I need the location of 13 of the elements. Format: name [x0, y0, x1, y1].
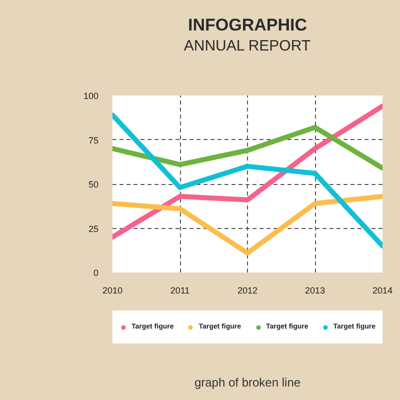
- chart-subtitle: ANNUAL REPORT: [184, 38, 311, 54]
- chart-title: INFOGRAPHIC: [188, 16, 307, 34]
- y-tick-label: 0: [93, 268, 99, 278]
- x-tick-label: 2014: [372, 286, 393, 296]
- x-tick-label: 2012: [237, 286, 258, 296]
- x-tick-label: 2013: [304, 286, 326, 296]
- x-tick-label: 2010: [102, 286, 123, 296]
- y-tick-label: 25: [88, 224, 99, 234]
- y-tick-label: 100: [83, 91, 99, 101]
- y-tick-label: 50: [88, 180, 99, 190]
- x-tick-label: 2011: [170, 286, 190, 296]
- y-tick-label: 75: [88, 135, 99, 146]
- text: graph of broken line: [194, 376, 301, 390]
